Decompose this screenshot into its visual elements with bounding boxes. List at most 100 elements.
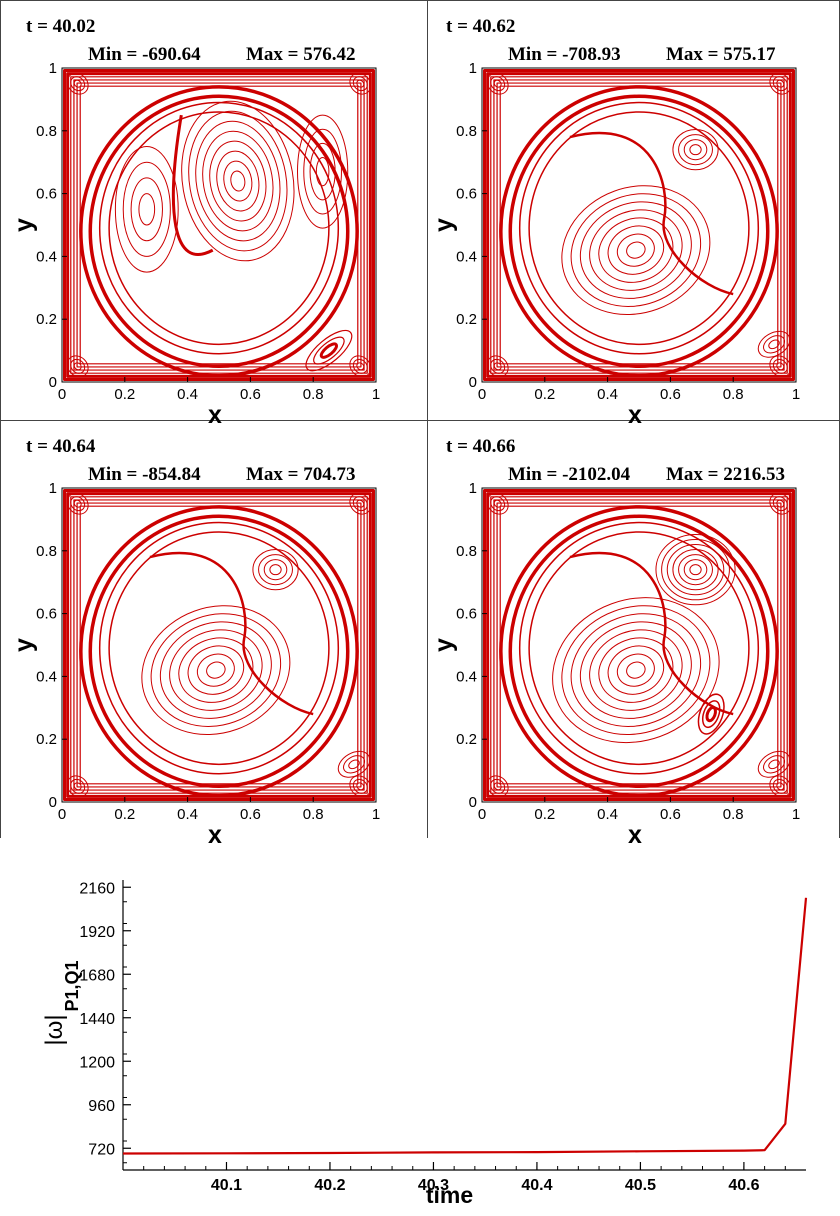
vortex-contour: [259, 555, 293, 585]
y-tick-label: 1: [469, 480, 477, 497]
contour-lines: [483, 489, 795, 801]
panel-min-label: Min = -690.64: [88, 44, 201, 65]
y-tick-label: 0.8: [456, 123, 477, 140]
wall-contour: [497, 503, 781, 787]
x-tick-label: 0.4: [177, 806, 198, 823]
x-tick-label: 0.8: [303, 386, 324, 403]
x-tick-label: 0: [478, 806, 486, 823]
vortex-contour: [147, 607, 285, 734]
primary-ring-contour: [501, 507, 777, 796]
primary-ring-contour: [520, 523, 759, 774]
y-tick-label: 0: [49, 794, 57, 811]
y-tick-label: 0.4: [36, 668, 57, 685]
y-tick-label: 0.6: [36, 606, 57, 623]
chart-y-tick-label: 960: [88, 1098, 115, 1115]
x-tick-label: 0.6: [660, 386, 681, 403]
panel-time-label: t = 40.66: [446, 436, 515, 457]
chart-y-tick-label: 1920: [79, 924, 115, 941]
chart-y-axis-label-main: |ω|: [41, 1014, 68, 1045]
wall-contour: [77, 83, 361, 367]
y-tick-label: 0.2: [36, 731, 57, 748]
vortex-contour: [123, 162, 170, 256]
primary-ring-contour: [109, 532, 329, 764]
y-tick-label: 0.8: [456, 543, 477, 560]
chart-y-tick-label: 2160: [79, 880, 115, 897]
panel-min-label: Min = -2102.04: [508, 464, 631, 485]
primary-ring-contour: [529, 112, 749, 344]
vortex-contour: [253, 550, 298, 590]
x-tick-label: 0.2: [114, 806, 135, 823]
vortex-contour: [567, 607, 705, 734]
x-axis-label: x: [628, 821, 642, 849]
vortex-contour: [195, 126, 280, 237]
y-tick-label: 0.8: [36, 123, 57, 140]
vortex-contour: [624, 660, 647, 681]
x-tick-label: 0.4: [177, 386, 198, 403]
vortex-contour: [555, 596, 717, 744]
chart-y-axis-label: |ω| P1,Q1: [41, 960, 82, 1045]
vortex-contour: [270, 565, 281, 575]
primary-ring-contour: [501, 87, 777, 376]
vortex-contour: [590, 208, 682, 293]
primary-ring-contour: [510, 516, 767, 786]
x-tick-label: 0: [58, 806, 66, 823]
primary-ring-contour: [100, 523, 339, 774]
wall-contour: [68, 74, 371, 377]
x-tick-label: 0.8: [723, 386, 744, 403]
wall-contour: [74, 500, 364, 790]
vortex-contour: [690, 565, 701, 575]
y-tick-label: 0: [49, 374, 57, 391]
vortex-contour: [690, 145, 701, 155]
vortex-contour: [204, 660, 227, 681]
wall-contour: [488, 494, 791, 797]
x-tick-label: 0.6: [660, 806, 681, 823]
vortex-contour: [673, 130, 718, 170]
vortex-contour: [767, 338, 781, 350]
vortex-contour: [684, 560, 707, 580]
vortex-contour: [221, 159, 255, 203]
chart-y-axis-label-sub: P1,Q1: [62, 960, 82, 1011]
x-tick-label: 0: [58, 386, 66, 403]
vortex-contour: [684, 140, 707, 160]
panel-time-label: t = 40.62: [446, 16, 515, 37]
chart-x-tick-label: 40.4: [521, 1177, 552, 1194]
vortex-contour: [667, 545, 724, 595]
wall-contour: [65, 71, 374, 380]
x-tick-label: 1: [792, 806, 800, 823]
vortex-contour: [656, 534, 735, 604]
vortex-contour: [139, 194, 155, 225]
y-tick-label: 0.6: [456, 186, 477, 203]
vortex-contour: [316, 157, 329, 185]
panel-max-label: Max = 704.73: [246, 464, 356, 485]
panel-time-label: t = 40.02: [26, 16, 95, 37]
vortex-contour: [229, 170, 246, 192]
vortex-contour: [624, 240, 647, 261]
panel-max-label: Max = 575.17: [666, 44, 776, 65]
vortex-contour: [590, 628, 682, 713]
wall-contour: [485, 491, 794, 800]
x-tick-label: 0.8: [303, 806, 324, 823]
vortex-contour: [212, 148, 263, 215]
wall-contour: [494, 80, 784, 370]
y-axis-label: y: [430, 638, 458, 652]
contour-lines: [483, 69, 795, 381]
chart-x-tick-label: 40.5: [625, 1177, 656, 1194]
primary-ring-contour: [520, 103, 759, 354]
vortex-contour: [170, 628, 262, 713]
x-tick-label: 0: [478, 386, 486, 403]
y-tick-label: 0.4: [36, 248, 57, 265]
wall-contour: [485, 71, 794, 380]
y-tick-label: 0.4: [456, 248, 477, 265]
x-tick-label: 1: [372, 806, 380, 823]
wall-contour: [74, 80, 364, 370]
primary-ring-contour: [81, 507, 357, 796]
y-tick-label: 1: [49, 480, 57, 497]
vortex-contour: [613, 229, 659, 271]
chart-y-tick-label: 1440: [79, 1011, 115, 1028]
x-axis-label: x: [628, 401, 642, 429]
y-tick-label: 0.8: [36, 543, 57, 560]
